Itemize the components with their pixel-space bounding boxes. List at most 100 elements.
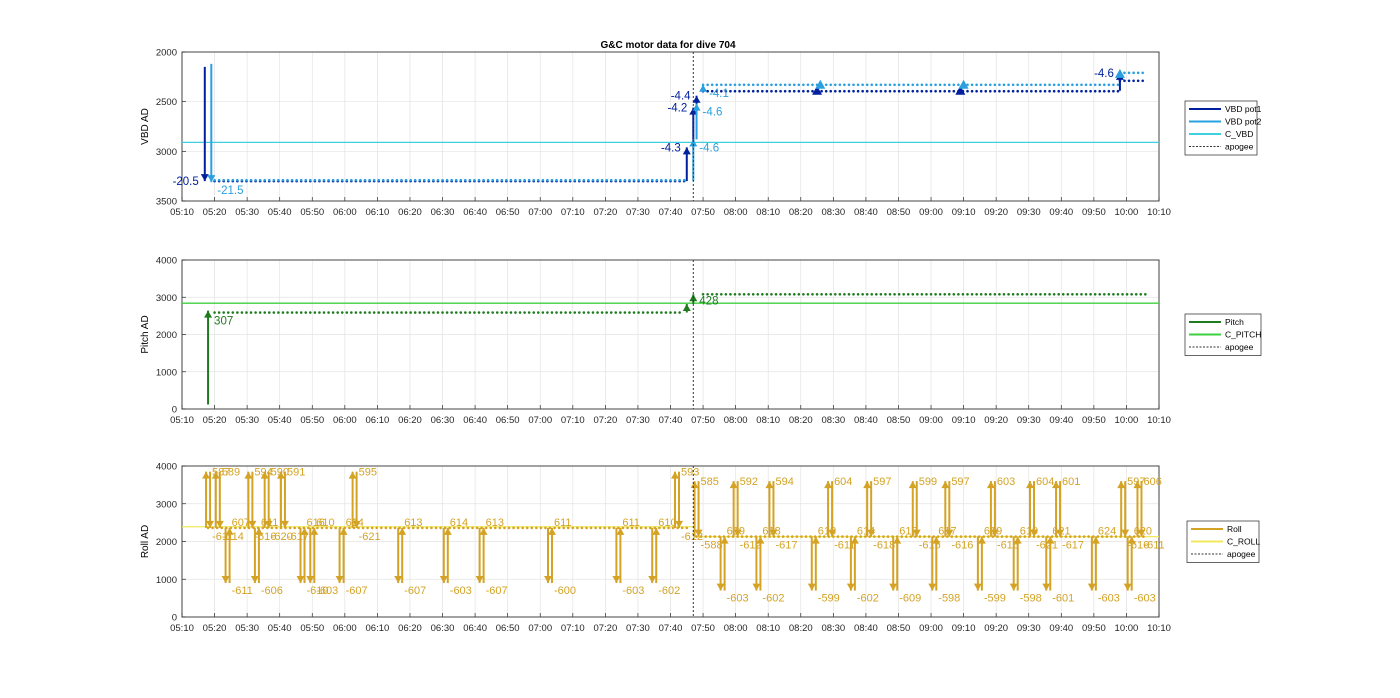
roll-xtick-label: 08:20 [789,623,813,634]
vbd-data-point [660,178,663,182]
vbd-data-point [263,178,267,182]
vbd-xtick-label: 06:10 [366,207,390,218]
pitch-xtick-label: 06:20 [398,415,422,426]
vbd-xtick-label: 08:40 [854,207,878,218]
pitch-data-point [669,311,672,314]
roll-data-point [484,526,488,530]
vbd-data-point [363,178,367,182]
pitch-data-point [1107,292,1111,296]
roll-spike-back-head [828,529,837,537]
vbd-data-point [1057,89,1060,93]
vbd-data-point [286,178,289,182]
vbd-data-point [655,178,659,182]
roll-data-point [695,535,698,538]
pitch-data-point [1134,292,1138,296]
vbd-data-point [811,89,814,93]
pitch-data-point [413,311,417,314]
roll-data-point [904,535,908,538]
roll-data-point [1050,535,1054,538]
vbd-move-label: -4.6 [703,107,723,119]
vbd-data-point [1112,83,1115,87]
vbd-data-point [902,89,905,93]
pitch-data-point [619,311,622,314]
vbd-data-point [381,178,385,182]
roll-data-point [841,535,844,538]
roll-spike-label-down: -601 [1052,593,1074,605]
roll-data-point [571,526,575,530]
pitch-data-point [783,292,787,296]
pitch-data-point [673,311,677,314]
vbd-data-point [888,89,892,93]
vbd-data-point [568,178,572,182]
roll-spike-label-down: -620 [271,531,293,543]
roll-data-point [909,535,913,538]
roll-spike-out-head [1042,583,1051,591]
vbd-move-arrow-head [692,103,701,111]
roll-data-point [991,535,995,538]
roll-data-point [475,526,479,530]
pitch-data-point [641,311,645,314]
roll-data-point [206,526,210,530]
pitch-data-point [1093,292,1097,296]
vbd-data-point [829,89,833,93]
vbd-data-point [989,89,992,93]
vbd-data-point [847,83,851,87]
vbd-data-point [1061,83,1065,87]
roll-spike-label-down: -599 [984,593,1006,605]
pitch-data-point [1144,292,1147,296]
vbd-data-point [870,83,874,87]
roll-spike-label-down: -603 [622,585,644,597]
vbd-data-point [450,178,453,182]
vbd-data-point [792,83,796,87]
roll-data-point [804,535,808,538]
roll-data-point [873,535,876,538]
roll-spike-label-down: -610 [306,585,328,597]
vbd-data-point [1107,89,1111,93]
roll-data-point [1023,535,1027,538]
roll-spike-label-down: -599 [818,593,840,605]
roll-data-point [658,526,661,530]
vbd-data-point [833,89,837,93]
roll-spike-label-up: 601 [1062,476,1080,488]
vbd-data-point [587,178,590,182]
pitch-data-point [295,311,298,314]
vbd-data-point [865,83,869,87]
vbd-data-point [934,89,937,93]
roll-data-point [462,526,465,530]
roll-spike-out-head [941,481,950,489]
pitch-data-point [432,311,435,314]
roll-data-point [270,526,274,530]
vbd-move-label: -4.3 [661,142,681,154]
pitch-data-point [879,292,883,296]
vbd-move-arrow-head [692,95,701,103]
roll-data-point [982,535,986,538]
vbd-data-point [509,178,513,182]
vbd-data-point [838,83,842,87]
vbd-data-point [1102,83,1106,87]
pitch-data-point [742,292,746,296]
roll-spike-back-head [225,527,234,535]
pitch-data-point [318,311,321,314]
vbd-data-point [436,178,440,182]
pitch-xtick-label: 08:50 [887,415,911,426]
roll-spike-label-up: 607 [232,517,250,529]
pitch-data-point [829,292,833,296]
vbd-marker [812,85,823,95]
roll-xtick-label: 05:20 [203,623,227,634]
roll-data-point [1037,535,1040,538]
roll-data-point [261,526,265,530]
vbd-data-point [979,83,983,87]
vbd-data-point [477,178,481,182]
vbd-data-point [833,83,837,87]
pitch-data-point [482,311,485,314]
pitch-data-point [404,311,408,314]
vbd-xtick-label: 10:00 [1115,207,1139,218]
pitch-xtick-label: 07:40 [659,415,683,426]
roll-spike-label-up: 604 [1036,476,1054,488]
pitch-data-point [650,311,654,314]
pitch-ytick-label: 0 [172,405,177,416]
pitch-xtick-label: 06:00 [333,415,357,426]
vbd-data-point [756,89,760,93]
pitch-data-point [272,311,276,314]
